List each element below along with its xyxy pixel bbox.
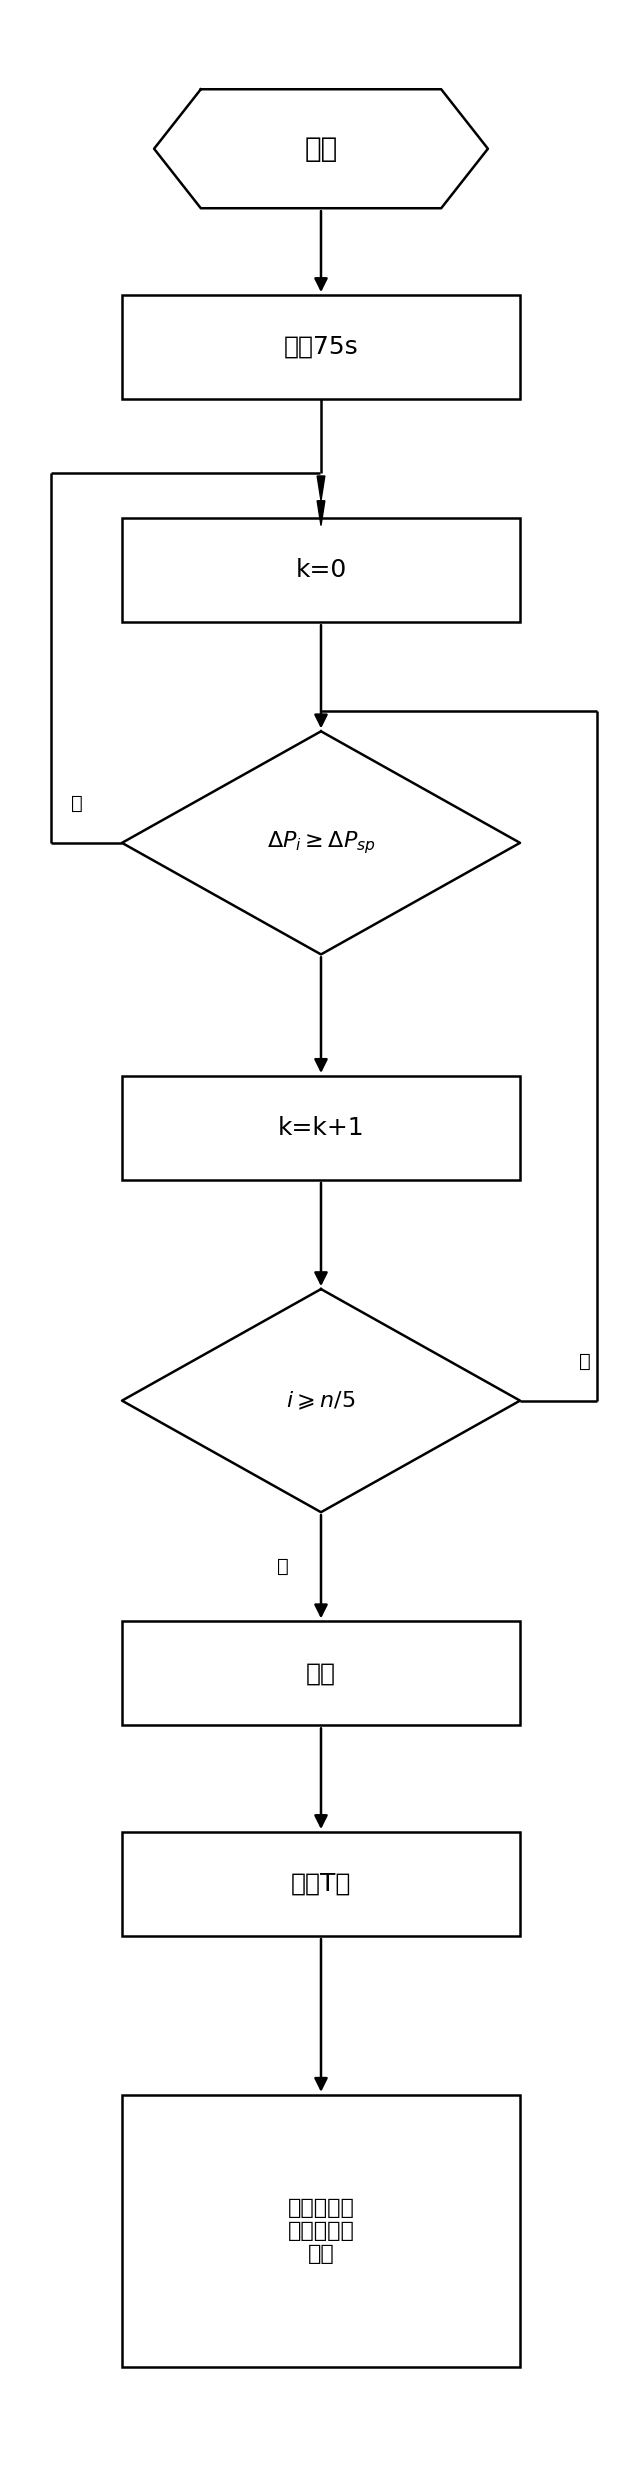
Bar — [122, 1621, 520, 1725]
Text: 否: 否 — [71, 793, 82, 813]
Polygon shape — [317, 476, 325, 501]
Text: k=k+1: k=k+1 — [278, 1116, 364, 1140]
Bar — [122, 1076, 520, 1180]
Text: 是: 是 — [277, 1557, 288, 1577]
Text: 延时T秒: 延时T秒 — [291, 1872, 351, 1896]
Text: 报警: 报警 — [306, 1661, 336, 1686]
Polygon shape — [122, 731, 520, 954]
Bar — [122, 518, 520, 622]
Text: $i \geqslant n/5$: $i \geqslant n/5$ — [286, 1388, 356, 1413]
Text: 否: 否 — [579, 1351, 591, 1371]
Polygon shape — [317, 501, 325, 526]
Text: 联锁关断上
下游线路截
断阀: 联锁关断上 下游线路截 断阀 — [288, 2199, 354, 2263]
Text: 采样75s: 采样75s — [284, 335, 358, 359]
Text: $\Delta P_i \geq \Delta P_{sp}$: $\Delta P_i \geq \Delta P_{sp}$ — [266, 830, 376, 855]
Bar — [122, 295, 520, 399]
Text: k=0: k=0 — [295, 558, 347, 583]
Bar — [122, 2095, 520, 2367]
Text: 启动: 启动 — [304, 134, 338, 164]
Bar — [122, 1832, 520, 1936]
Polygon shape — [122, 1289, 520, 1512]
Polygon shape — [154, 89, 488, 208]
